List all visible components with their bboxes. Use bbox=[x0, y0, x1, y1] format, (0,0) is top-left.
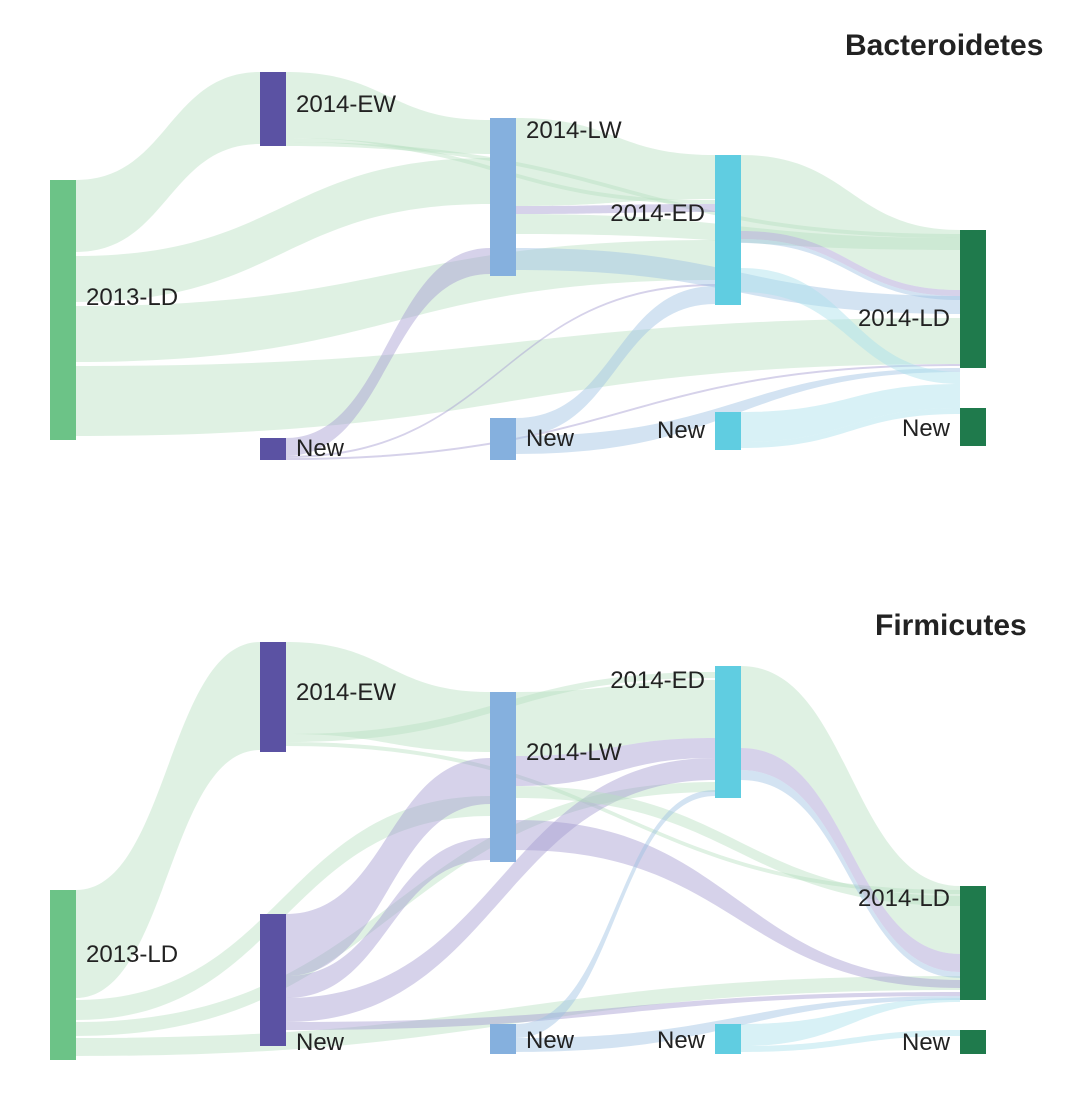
node-label: 2014-EW bbox=[296, 679, 396, 706]
flows-group bbox=[76, 72, 960, 460]
sankey-node-nNew4 bbox=[960, 1030, 986, 1054]
sankey-node-n2014ED bbox=[715, 666, 741, 798]
sankey-node-n2014LD bbox=[960, 886, 986, 1000]
sankey-node-n2014LW bbox=[490, 118, 516, 276]
node-label: New bbox=[296, 1029, 345, 1056]
node-label: 2014-LD bbox=[858, 305, 950, 332]
sankey-node-n2014EW bbox=[260, 642, 286, 752]
sankey-figure: 2013-LD 2014-EW New 2014-LW New 2014-ED New 201… bbox=[0, 0, 1080, 1107]
sankey-panel-bacteroidetes: 2013-LD 2014-EW New 2014-LW New 2014-ED New 201… bbox=[0, 0, 1080, 520]
sankey-node-n2014ED bbox=[715, 155, 741, 305]
sankey-panel-firmicutes: 2013-LD 2014-EW New 2014-LW New 2014-ED New 201… bbox=[0, 580, 1080, 1100]
node-label: New bbox=[657, 417, 706, 444]
panel-title: Firmicutes bbox=[875, 609, 1027, 642]
sankey-node-n2014LW bbox=[490, 692, 516, 862]
node-label: 2013-LD bbox=[86, 941, 178, 968]
node-label: New bbox=[526, 1027, 575, 1054]
node-label: New bbox=[526, 425, 575, 452]
node-label: 2014-LW bbox=[526, 117, 622, 144]
node-label: 2014-ED bbox=[610, 667, 705, 694]
node-label: New bbox=[296, 435, 345, 462]
node-label: 2014-EW bbox=[296, 91, 396, 118]
panel-title: Bacteroidetes bbox=[845, 29, 1043, 62]
node-label: New bbox=[902, 1029, 951, 1056]
sankey-node-nNew2 bbox=[490, 418, 516, 460]
sankey-node-nNew2 bbox=[490, 1024, 516, 1054]
sankey-node-n2014EW bbox=[260, 72, 286, 146]
node-label: 2014-LW bbox=[526, 739, 622, 766]
sankey-node-n2013LD bbox=[50, 890, 76, 1060]
sankey-node-nNew1 bbox=[260, 438, 286, 460]
sankey-node-nNew3 bbox=[715, 412, 741, 450]
sankey-node-nNew4 bbox=[960, 408, 986, 446]
sankey-node-n2014LD bbox=[960, 230, 986, 368]
node-label: 2014-LD bbox=[858, 885, 950, 912]
node-label: New bbox=[657, 1027, 706, 1054]
node-label: New bbox=[902, 415, 951, 442]
flow bbox=[76, 72, 260, 252]
node-label: 2013-LD bbox=[86, 284, 178, 311]
node-label: 2014-ED bbox=[610, 200, 705, 227]
sankey-node-n2013LD bbox=[50, 180, 76, 440]
sankey-node-nNew1 bbox=[260, 914, 286, 1046]
sankey-node-nNew3 bbox=[715, 1024, 741, 1054]
flows-group bbox=[76, 642, 960, 1056]
